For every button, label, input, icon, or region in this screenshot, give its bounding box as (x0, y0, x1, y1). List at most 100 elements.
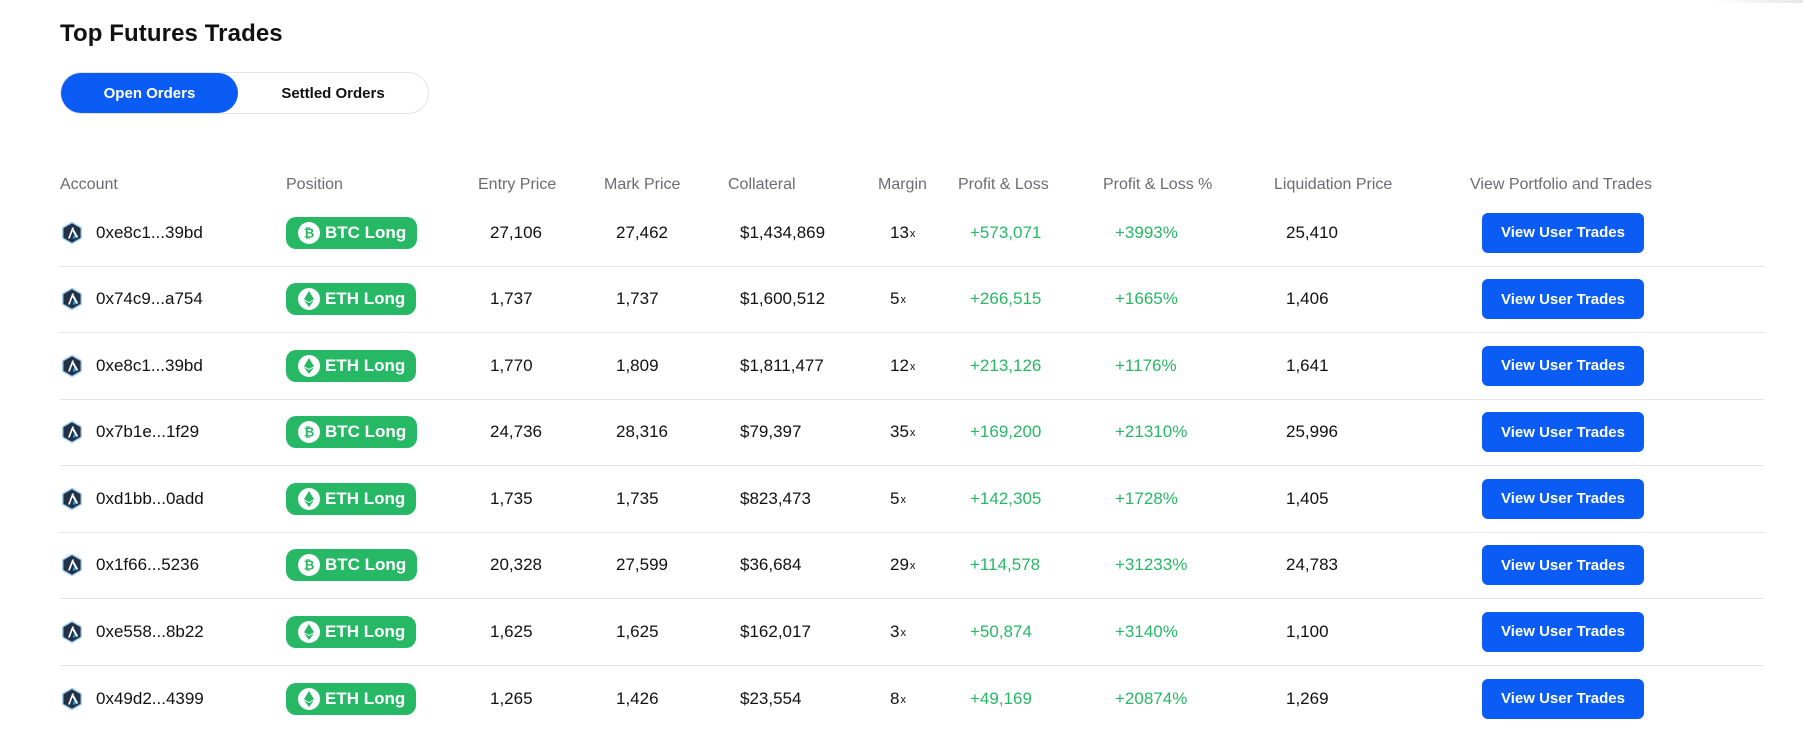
header-liquidation-price: Liquidation Price (1274, 176, 1393, 193)
page-title: Top Futures Trades (60, 20, 283, 47)
ethereum-icon (298, 288, 320, 311)
entry-price: 1,625 (490, 621, 533, 641)
position-cell: ₿ BTC Long (286, 216, 478, 249)
liquidation-price: 25,996 (1286, 422, 1338, 442)
liquidation-price: 25,410 (1286, 222, 1338, 242)
position-cell: ETH Long (286, 682, 478, 715)
liquidation-price: 1,406 (1286, 289, 1329, 309)
arbitrum-logo-icon (60, 487, 84, 511)
mark-price: 27,599 (616, 555, 668, 575)
position-cell: ETH Long (286, 349, 478, 382)
header-view-portfolio: View Portfolio and Trades (1470, 176, 1653, 193)
account-address[interactable]: 0x1f66...5236 (96, 555, 200, 575)
collateral-value: $36,684 (740, 555, 802, 575)
view-user-trades-button[interactable]: View User Trades (1482, 412, 1644, 453)
view-user-trades-button[interactable]: View User Trades (1482, 345, 1644, 386)
view-user-trades-button[interactable]: View User Trades (1482, 611, 1644, 652)
view-cell: View User Trades (1470, 611, 1760, 652)
mark-price: 1,426 (616, 688, 659, 708)
account-address[interactable]: 0xe558...8b22 (96, 621, 204, 641)
profit-loss-value: +142,305 (970, 488, 1042, 508)
tab-settled-orders[interactable]: Settled Orders (281, 84, 385, 102)
view-user-trades-button[interactable]: View User Trades (1482, 478, 1644, 519)
arbitrum-logo-icon (60, 221, 84, 245)
account-address[interactable]: 0x74c9...a754 (96, 289, 203, 309)
header-profit-loss: Profit & Loss (958, 176, 1049, 193)
view-user-trades-button[interactable]: View User Trades (1482, 279, 1644, 320)
view-user-trades-button[interactable]: View User Trades (1482, 678, 1644, 719)
view-cell: View User Trades (1470, 545, 1760, 586)
mark-price: 1,735 (616, 488, 659, 508)
header-profit-loss-pct: Profit & Loss % (1103, 176, 1213, 193)
account-address[interactable]: 0xe8c1...39bd (96, 222, 203, 242)
profit-loss-pct-value: +3993% (1115, 222, 1178, 242)
view-user-trades-button[interactable]: View User Trades (1482, 212, 1644, 253)
account-address[interactable]: 0xd1bb...0add (96, 488, 204, 508)
collateral-value: $1,600,512 (740, 289, 826, 309)
svg-text:₿: ₿ (304, 226, 315, 241)
margin-value: 5 (890, 289, 900, 309)
margin-value: 35 (890, 422, 909, 442)
arbitrum-logo-icon (60, 354, 84, 378)
mark-price: 27,462 (616, 222, 668, 242)
margin-value: 29 (890, 555, 909, 575)
margin-cell: 13 x (878, 223, 958, 243)
collateral-value: $79,397 (740, 422, 802, 442)
table-row: 0x1f66...5236 ₿ BTC Long 20,328 27,599 $… (60, 533, 1764, 599)
liquidation-price: 24,783 (1286, 555, 1338, 575)
margin-multiplier-suffix: x (909, 360, 916, 373)
margin-multiplier-suffix: x (900, 693, 906, 706)
profit-loss-value: +49,169 (970, 688, 1032, 708)
position-label: BTC Long (325, 555, 407, 575)
entry-price: 24,736 (490, 422, 542, 442)
view-cell: View User Trades (1470, 478, 1760, 519)
position-label: ETH Long (325, 289, 406, 309)
view-user-trades-button[interactable]: View User Trades (1482, 545, 1644, 586)
profit-loss-pct-value: +3140% (1115, 621, 1178, 641)
margin-multiplier-suffix: x (909, 227, 916, 240)
entry-price: 27,106 (490, 222, 542, 242)
margin-value: 3 (890, 621, 900, 641)
ethereum-icon (298, 354, 320, 377)
ethereum-icon (298, 687, 320, 710)
margin-value: 8 (890, 688, 900, 708)
arbitrum-logo-icon (60, 687, 84, 711)
position-cell: ₿ BTC Long (286, 416, 478, 449)
account-address[interactable]: 0xe8c1...39bd (96, 355, 203, 375)
profit-loss-pct-value: +1665% (1115, 289, 1178, 309)
mark-price: 1,625 (616, 621, 659, 641)
position-cell: ETH Long (286, 283, 478, 316)
margin-value: 12 (890, 355, 909, 375)
order-type-toggle: Open Orders Settled Orders (60, 72, 429, 114)
table-row: 0x49d2...4399 ETH Long 1,265 1,426 $23,5… (60, 666, 1764, 733)
arbitrum-logo-icon (60, 287, 84, 311)
header-account: Account (60, 176, 118, 193)
mark-price: 1,809 (616, 355, 659, 375)
margin-cell: 29 x (878, 555, 958, 575)
header-mark-price: Mark Price (604, 176, 681, 193)
view-cell: View User Trades (1470, 678, 1760, 719)
arbitrum-logo-icon (60, 620, 84, 644)
liquidation-price: 1,641 (1286, 355, 1329, 375)
margin-value: 13 (890, 222, 909, 242)
collateral-value: $823,473 (740, 488, 811, 508)
profit-loss-pct-value: +20874% (1115, 688, 1188, 708)
profit-loss-value: +266,515 (970, 289, 1042, 309)
bitcoin-icon: ₿ (298, 421, 320, 444)
collateral-value: $162,017 (740, 621, 811, 641)
margin-cell: 35 x (878, 422, 958, 442)
ethereum-icon (298, 620, 320, 643)
margin-cell: 12 x (878, 356, 958, 376)
profit-loss-pct-value: +1728% (1115, 488, 1178, 508)
trades-table: Account Position Entry Price Mark Price … (60, 170, 1764, 732)
tab-open-orders[interactable]: Open Orders (61, 73, 238, 113)
collateral-value: $1,434,869 (740, 222, 826, 242)
header-collateral: Collateral (728, 176, 796, 193)
liquidation-price: 1,100 (1286, 621, 1329, 641)
profit-loss-pct-value: +1176% (1115, 355, 1177, 375)
account-address[interactable]: 0x7b1e...1f29 (96, 422, 200, 442)
account-address[interactable]: 0x49d2...4399 (96, 688, 204, 708)
entry-price: 1,735 (490, 488, 533, 508)
